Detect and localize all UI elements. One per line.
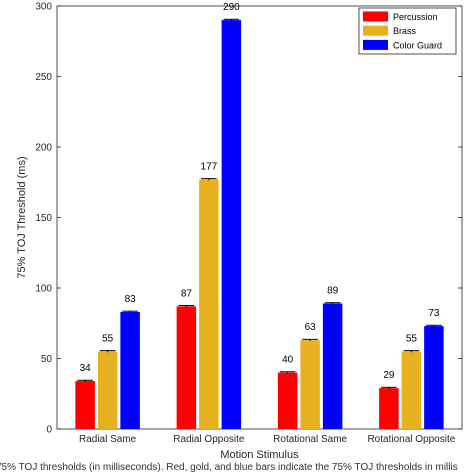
plot-frame (56, 5, 463, 430)
bar-color-guard (322, 303, 343, 429)
bar-brass (97, 351, 118, 429)
bar-value-label: 40 (282, 355, 294, 366)
legend-swatch (363, 25, 388, 36)
bar-brass (300, 340, 320, 429)
figure-caption: 75% TOJ thresholds (in milliseconds). Re… (0, 462, 458, 473)
x-tick-label: Radial Same (79, 434, 137, 445)
x-tick-label: Radial Opposite (173, 434, 245, 445)
legend-label: Color Guard (393, 40, 442, 50)
bar-color-guard (120, 311, 140, 429)
bar-value-label: 89 (327, 286, 339, 297)
legend-swatch (363, 39, 388, 50)
y-tick-label: 300 (35, 2, 52, 13)
bar-percussion (75, 381, 95, 429)
bar-value-label: 29 (383, 370, 395, 381)
bar-value-label: 55 (102, 333, 114, 344)
bar-percussion (277, 372, 298, 429)
bar-value-label: 177 (201, 161, 218, 172)
bar-value-label: 83 (125, 294, 137, 305)
plot-area: 0 50 100 150 200 250 300 Radial Same 34 55 83 Radia… (16, 2, 463, 461)
bar-value-label: 55 (406, 333, 418, 344)
bar-brass (401, 351, 422, 429)
bar-value-label: 290 (223, 2, 240, 13)
bar-brass (199, 179, 219, 429)
bar-color-guard (424, 326, 444, 429)
x-tick-label: Rotational Same (273, 434, 347, 445)
bar-color-guard (221, 20, 242, 429)
legend-swatch (363, 11, 388, 22)
x-tick-label: Rotational Opposite (367, 434, 455, 445)
bar-percussion (176, 306, 197, 429)
bar-value-label: 87 (181, 288, 193, 299)
y-tick-label: 50 (41, 354, 53, 365)
y-tick-label: 100 (35, 284, 52, 295)
bar-value-label: 63 (305, 322, 317, 333)
bar-percussion (379, 388, 399, 429)
bar-value-label: 73 (428, 308, 440, 319)
legend-label: Brass (393, 26, 417, 36)
x-axis-label: Motion Stimulus (220, 449, 299, 461)
y-tick-label: 150 (35, 213, 52, 224)
bar-value-label: 34 (80, 363, 92, 374)
y-axis-label: 75% TOJ Threshold (ms) (16, 156, 28, 278)
legend-label: Percussion (393, 12, 438, 22)
y-tick-label: 200 (35, 143, 52, 154)
y-tick-label: 0 (46, 425, 52, 436)
y-tick-label: 250 (35, 72, 52, 83)
